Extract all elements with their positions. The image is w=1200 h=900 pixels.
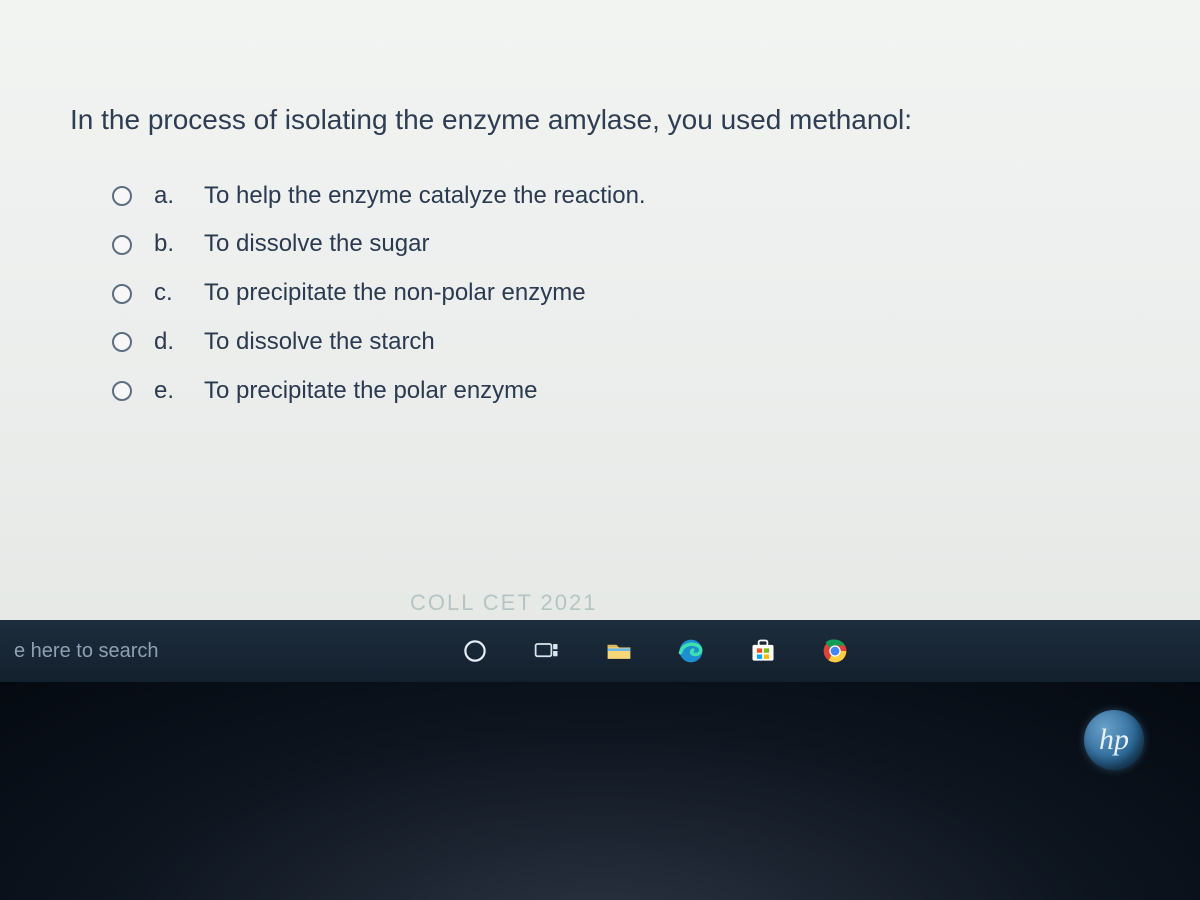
radio-icon[interactable]	[112, 235, 132, 255]
quiz-card: In the process of isolating the enzyme a…	[70, 100, 1110, 409]
option-text: To dissolve the sugar	[204, 227, 429, 262]
chrome-icon[interactable]	[820, 636, 850, 666]
search-input[interactable]: e here to search	[0, 620, 340, 682]
cortana-circle-icon[interactable]	[460, 636, 490, 666]
option-text: To precipitate the polar enzyme	[204, 374, 538, 409]
option-row[interactable]: e. To precipitate the polar enzyme	[112, 374, 1110, 409]
radio-icon[interactable]	[112, 186, 132, 206]
option-letter: d.	[154, 325, 182, 360]
laptop-bezel: hp	[0, 682, 1200, 900]
hp-logo: hp	[1084, 710, 1144, 770]
option-text: To help the enzyme catalyze the reaction…	[204, 179, 646, 214]
option-row[interactable]: a. To help the enzyme catalyze the react…	[112, 179, 1110, 214]
option-row[interactable]: d. To dissolve the starch	[112, 325, 1110, 360]
task-view-icon[interactable]	[532, 636, 562, 666]
option-letter: a.	[154, 179, 182, 214]
microsoft-store-icon[interactable]	[748, 636, 778, 666]
option-letter: b.	[154, 227, 182, 262]
option-text: To precipitate the non-polar enzyme	[204, 276, 586, 311]
edge-icon[interactable]	[676, 636, 706, 666]
taskbar-icons	[460, 636, 850, 666]
radio-icon[interactable]	[112, 332, 132, 352]
taskbar: e here to search	[0, 620, 1200, 682]
question-text: In the process of isolating the enzyme a…	[70, 100, 1110, 141]
browser-window: In the process of isolating the enzyme a…	[0, 0, 1200, 620]
options-list: a. To help the enzyme catalyze the react…	[70, 179, 1110, 409]
radio-icon[interactable]	[112, 381, 132, 401]
option-row[interactable]: b. To dissolve the sugar	[112, 227, 1110, 262]
tab-watermark-text: COLL CET 2021	[410, 590, 597, 616]
option-letter: e.	[154, 374, 182, 409]
option-row[interactable]: c. To precipitate the non-polar enzyme	[112, 276, 1110, 311]
option-letter: c.	[154, 276, 182, 311]
option-text: To dissolve the starch	[204, 325, 435, 360]
radio-icon[interactable]	[112, 284, 132, 304]
file-explorer-icon[interactable]	[604, 636, 634, 666]
